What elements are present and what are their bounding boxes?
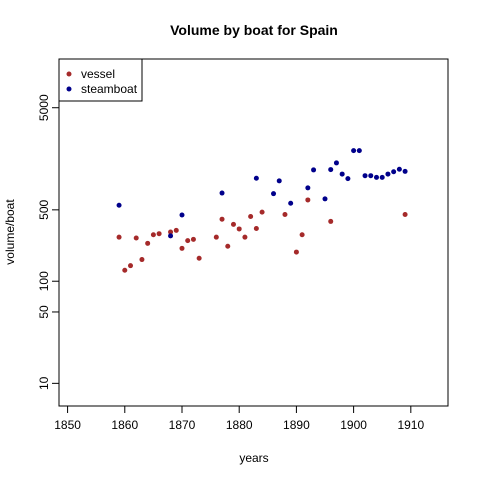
steamboat-point xyxy=(385,171,391,177)
steamboat-point xyxy=(345,176,351,182)
vessel-point xyxy=(253,226,259,232)
vessel-point xyxy=(173,227,179,233)
steamboat-point xyxy=(391,169,397,175)
vessel-point xyxy=(305,197,311,203)
vessel-point xyxy=(116,234,122,240)
series-steamboat xyxy=(116,148,408,239)
steamboat-point xyxy=(373,174,379,180)
vessel-point xyxy=(150,232,156,238)
vessel-point xyxy=(139,257,145,263)
steamboat-point xyxy=(328,167,334,173)
x-tick-label: 1880 xyxy=(226,418,253,432)
vessel-point xyxy=(156,231,162,237)
vessel-point xyxy=(248,214,254,220)
vessel-point xyxy=(122,267,128,273)
legend-marker-vessel xyxy=(66,71,72,77)
legend-marker-steamboat xyxy=(66,86,72,92)
x-axis-label: years xyxy=(239,451,268,465)
y-tick-label: 5000 xyxy=(37,94,51,121)
y-tick-label: 10 xyxy=(37,376,51,390)
y-tick-label: 500 xyxy=(37,200,51,220)
steamboat-point xyxy=(116,202,122,208)
data-points xyxy=(116,148,408,273)
x-tick-label: 1850 xyxy=(54,418,81,432)
steamboat-point xyxy=(311,167,317,173)
vessel-point xyxy=(128,263,134,269)
steamboat-point xyxy=(339,171,345,177)
y-axis-label: volume/boat xyxy=(3,199,17,265)
vessel-point xyxy=(402,212,408,218)
series-vessel xyxy=(116,197,408,273)
x-tick-label: 1890 xyxy=(283,418,310,432)
chart-title: Volume by boat for Spain xyxy=(170,22,338,38)
steamboat-point xyxy=(351,148,357,154)
vessel-point xyxy=(259,209,265,215)
legend-box xyxy=(58,58,143,102)
vessel-point xyxy=(236,226,242,232)
x-tick-label: 1910 xyxy=(397,418,424,432)
legend: vessel steamboat xyxy=(58,58,143,102)
steamboat-point xyxy=(276,178,282,184)
plot-area xyxy=(58,58,449,407)
legend-label-steamboat: steamboat xyxy=(81,82,138,96)
steamboat-point xyxy=(179,212,185,218)
vessel-point xyxy=(179,245,185,251)
x-tick-label: 1900 xyxy=(340,418,367,432)
vessel-point xyxy=(225,243,231,249)
steamboat-point xyxy=(402,168,408,174)
vessel-point xyxy=(168,229,174,235)
steamboat-point xyxy=(168,233,174,239)
x-tick-label: 1870 xyxy=(169,418,196,432)
steamboat-point xyxy=(333,160,339,166)
vessel-point xyxy=(230,221,236,227)
x-tick-label: 1860 xyxy=(111,418,138,432)
vessel-point xyxy=(328,218,334,224)
x-axis: 1850 1860 1870 1880 1890 1900 1910 xyxy=(54,405,424,432)
steamboat-point xyxy=(362,173,368,179)
steamboat-point xyxy=(305,185,311,191)
steamboat-point xyxy=(379,174,385,180)
vessel-point xyxy=(213,234,219,240)
vessel-point xyxy=(196,255,202,261)
vessel-point xyxy=(185,238,191,244)
steamboat-point xyxy=(356,148,362,154)
vessel-point xyxy=(145,240,151,246)
steamboat-point xyxy=(219,190,225,196)
y-axis: 10 50 100 500 5000 xyxy=(37,94,60,390)
vessel-point xyxy=(299,232,305,238)
vessel-point xyxy=(293,249,299,255)
legend-label-vessel: vessel xyxy=(81,67,115,81)
steamboat-point xyxy=(368,173,374,179)
y-tick-label: 50 xyxy=(37,305,51,319)
y-tick-label: 100 xyxy=(37,271,51,291)
vessel-point xyxy=(219,216,225,222)
steamboat-point xyxy=(288,200,294,206)
vessel-point xyxy=(242,234,248,240)
vessel-point xyxy=(190,236,196,242)
vessel-point xyxy=(282,212,288,218)
steamboat-point xyxy=(253,175,259,181)
steamboat-point xyxy=(396,166,402,172)
steamboat-point xyxy=(271,191,277,197)
vessel-point xyxy=(133,235,139,241)
steamboat-point xyxy=(322,196,328,202)
